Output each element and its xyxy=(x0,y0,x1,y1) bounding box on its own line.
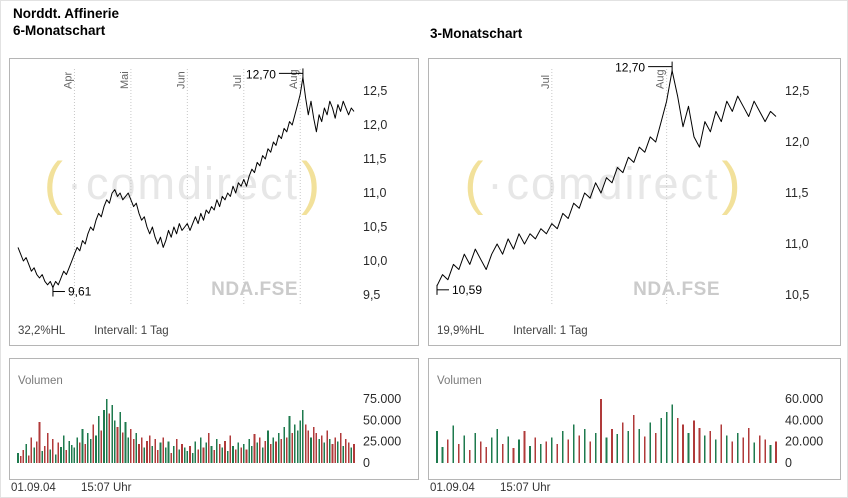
svg-text:10,59: 10,59 xyxy=(452,283,482,297)
svg-text:Mai: Mai xyxy=(119,71,131,89)
svg-text:50.000: 50.000 xyxy=(363,413,401,427)
price-chart-panel-6m: ( ·comdirect ) Apr Mai Jun Jul Aug 12,5 12,0 11… xyxy=(9,58,419,346)
date-label-6m: 01.09.04 xyxy=(11,482,56,494)
price-chart-panel-3m: ( ·comdirect ) Jul Aug 12,5 12,0 11,5 11,0 10,… xyxy=(428,58,841,346)
svg-text:12,5: 12,5 xyxy=(785,84,809,98)
price-line-chart-3m: Jul Aug 12,5 12,0 11,5 11,0 10,5 12,70 10,59 xyxy=(436,61,809,305)
svg-text:11,0: 11,0 xyxy=(785,237,808,251)
hl-percent-3m: 19,9%HL xyxy=(437,325,484,337)
chart-title-6m: 6-Monatschart xyxy=(13,23,106,38)
volume-bar-chart-3m: 60.000 40.000 20.000 0 xyxy=(436,392,823,470)
svg-text:10,5: 10,5 xyxy=(785,288,809,302)
volume-panel-3m: 60.000 40.000 20.000 0 Volumen xyxy=(428,358,841,480)
volume-bar-chart-6m: 75.000 50.000 25.000 0 xyxy=(17,392,401,470)
svg-text:Apr: Apr xyxy=(62,72,74,89)
volume-panel-6m: 75.000 50.000 25.000 0 Volumen xyxy=(9,358,419,480)
svg-text:12,70: 12,70 xyxy=(246,67,276,81)
svg-text:Jul: Jul xyxy=(232,75,244,89)
svg-text:12,0: 12,0 xyxy=(785,135,809,149)
symbol-label-6m: NDA.FSE xyxy=(211,279,298,300)
svg-text:Jul: Jul xyxy=(540,75,552,89)
price-footer-3m: 19,9%HL Intervall: 1 Tag xyxy=(437,325,588,337)
time-label-6m: 15:07 Uhr xyxy=(80,482,132,494)
volume-label-3m: Volumen xyxy=(437,375,482,387)
svg-text:9,5: 9,5 xyxy=(363,288,380,302)
timestamp-3m: 01.09.04 15:07 Uhr xyxy=(430,482,550,494)
price-footer-6m: 32,2%HL Intervall: 1 Tag xyxy=(18,325,169,337)
svg-text:11,0: 11,0 xyxy=(363,186,386,200)
svg-text:10,0: 10,0 xyxy=(363,254,387,268)
date-label-3m: 01.09.04 xyxy=(430,482,475,494)
svg-text:0: 0 xyxy=(785,456,792,470)
svg-text:Aug: Aug xyxy=(288,69,300,89)
svg-text:Aug: Aug xyxy=(655,69,667,89)
hl-percent-6m: 32,2%HL xyxy=(18,325,65,337)
symbol-label-3m: NDA.FSE xyxy=(633,279,720,300)
interval-label-6m: Intervall: 1 Tag xyxy=(94,325,169,337)
time-label-3m: 15:07 Uhr xyxy=(499,482,551,494)
svg-text:12,0: 12,0 xyxy=(363,118,387,132)
interval-label-3m: Intervall: 1 Tag xyxy=(513,325,588,337)
svg-text:20.000: 20.000 xyxy=(785,435,823,449)
svg-text:10,5: 10,5 xyxy=(363,220,387,234)
instrument-name: Norddt. Affinerie xyxy=(13,6,119,21)
svg-text:12,5: 12,5 xyxy=(363,84,387,98)
svg-text:0: 0 xyxy=(363,456,370,470)
price-line-chart-6m: Apr Mai Jun Jul Aug 12,5 12,0 11,5 11,0 10,5 10,0 9… xyxy=(17,67,387,305)
svg-text:Jun: Jun xyxy=(175,71,187,89)
svg-text:12,70: 12,70 xyxy=(615,61,645,75)
svg-text:75.000: 75.000 xyxy=(363,392,401,406)
svg-text:60.000: 60.000 xyxy=(785,392,823,406)
chart-title-3m: 3-Monatschart xyxy=(430,26,523,41)
svg-text:9,61: 9,61 xyxy=(68,285,92,299)
svg-text:11,5: 11,5 xyxy=(785,186,808,200)
timestamp-6m: 01.09.04 15:07 Uhr xyxy=(11,482,131,494)
volume-label-6m: Volumen xyxy=(18,375,63,387)
svg-text:25.000: 25.000 xyxy=(363,435,401,449)
svg-text:40.000: 40.000 xyxy=(785,413,823,427)
svg-text:11,5: 11,5 xyxy=(363,152,386,166)
